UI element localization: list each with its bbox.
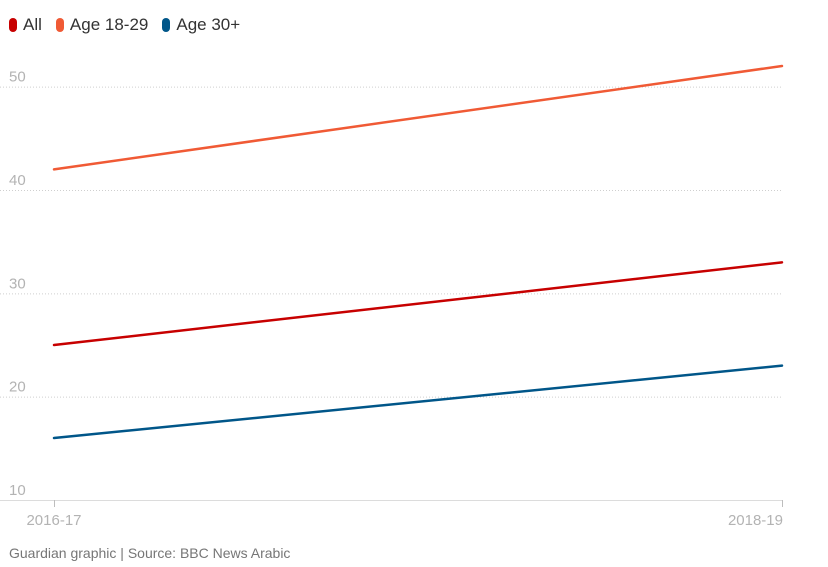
legend-item-age-18-29: Age 18-29 xyxy=(55,15,149,35)
x-tick-label-1: 2018-19 xyxy=(728,512,783,529)
source-note: Guardian graphic | Source: BBC News Arab… xyxy=(9,545,291,561)
series-line-age-30-plus xyxy=(52,364,784,440)
legend-label-age-18-29: Age 18-29 xyxy=(69,15,149,34)
y-tick-label-10: 10 xyxy=(9,482,26,499)
series-line-all xyxy=(52,261,784,347)
legend-label-age-30-plus: Age 30+ xyxy=(176,15,241,34)
series-line-age-18-29 xyxy=(52,64,784,171)
x-tick-label-0: 2016-17 xyxy=(26,512,81,529)
legend-item-all: All xyxy=(9,15,42,35)
legend-swatch-all xyxy=(9,18,17,32)
line-chart: 10 20 30 40 50 2016-17 2018-19 xyxy=(0,64,784,529)
y-tick-label-30: 30 xyxy=(9,275,26,292)
y-tick-label-20: 20 xyxy=(9,379,26,396)
y-tick-label-50: 50 xyxy=(9,69,26,86)
legend-swatch-age-18-29 xyxy=(55,18,64,32)
chart-legend: All Age 18-29 Age 30+ xyxy=(9,13,254,37)
legend-item-age-30-plus: Age 30+ xyxy=(162,15,240,35)
legend-swatch-age-30-plus xyxy=(162,18,171,32)
y-tick-label-40: 40 xyxy=(9,172,26,189)
legend-label-all: All xyxy=(23,15,42,34)
